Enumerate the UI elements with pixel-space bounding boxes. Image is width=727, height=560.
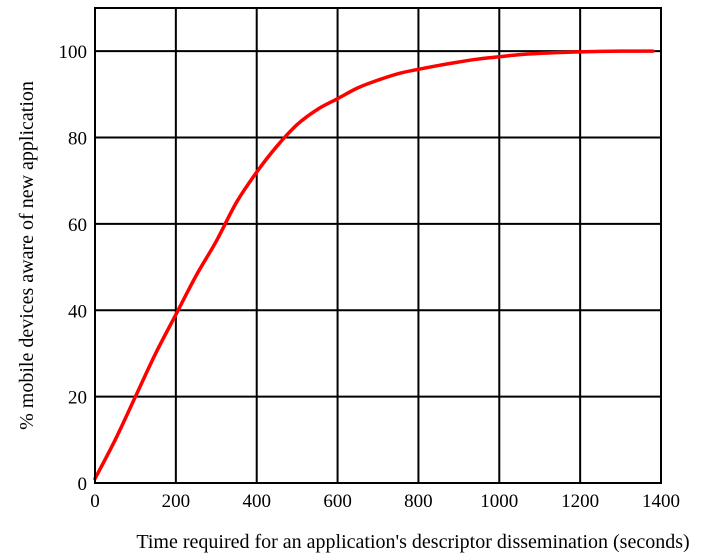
- y-tick-label: 0: [78, 474, 88, 495]
- y-tick-label: 40: [68, 301, 87, 322]
- x-tick-label: 0: [90, 491, 100, 512]
- x-axis-label: Time required for an application's descr…: [136, 531, 689, 553]
- x-tick-label: 1200: [561, 491, 599, 512]
- x-tick-labels: 0 200 400 600 800 1000 1200 1400: [90, 491, 680, 512]
- y-tick-label: 20: [68, 388, 87, 409]
- x-tick-label: 200: [162, 491, 191, 512]
- x-tick-label: 1000: [480, 491, 518, 512]
- series-layer: [93, 49, 655, 481]
- y-tick-labels: 0 20 40 60 80 100: [59, 42, 88, 495]
- y-tick-label: 60: [68, 215, 87, 236]
- x-tick-label: 600: [323, 491, 352, 512]
- x-tick-label: 800: [404, 491, 433, 512]
- plot-frame: [94, 7, 662, 484]
- series-line: [93, 49, 655, 481]
- y-tick-label: 80: [68, 129, 87, 150]
- x-tick-label: 400: [242, 491, 271, 512]
- x-tick-label: 1400: [642, 491, 680, 512]
- y-tick-label: 100: [59, 42, 88, 63]
- y-axis-label: % mobile devices aware of new applicatio…: [16, 81, 38, 430]
